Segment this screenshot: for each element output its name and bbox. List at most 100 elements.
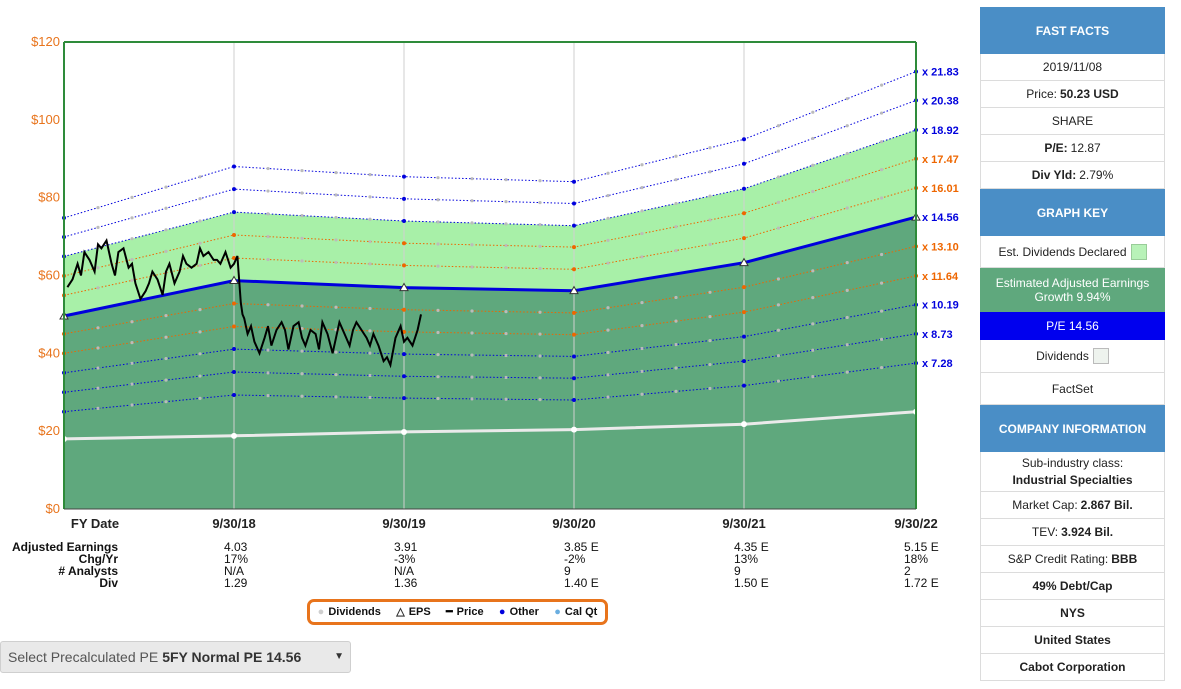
cal-point (334, 238, 338, 242)
cal-point (538, 200, 542, 205)
legend-item[interactable]: ● Cal Qt (554, 606, 597, 618)
cal-point (300, 214, 304, 218)
pe-point (232, 392, 236, 397)
cal-point (198, 219, 202, 223)
cal-point (334, 171, 338, 175)
legend-item[interactable]: ● Dividends (318, 606, 381, 618)
cal-point (538, 266, 542, 271)
cal-point (334, 350, 338, 354)
company-subindustry: Sub-industry class: Industrial Specialtie… (980, 452, 1165, 492)
chart-legend: ● Dividends △ EPS ━ Price ● Other ● Cal Qt (307, 599, 608, 625)
cal-point (300, 304, 304, 308)
x-tick-label: 9/30/20 (552, 516, 595, 531)
sidebar: FAST FACTS 2019/11/08 Price: 50.23 USD SH… (980, 7, 1165, 681)
cal-point (504, 353, 508, 358)
legend-symbol-icon: ━ (446, 605, 453, 618)
cal-point (436, 198, 440, 202)
table-cell: N/A (224, 564, 245, 578)
cal-point (811, 322, 815, 326)
cal-point (198, 241, 202, 245)
cal-point (368, 173, 372, 177)
legend-label: Cal Qt (564, 606, 598, 618)
cal-point (538, 398, 542, 402)
pe-multiple-label: x 18.92 (922, 125, 959, 137)
key-factset: FactSet (980, 373, 1165, 405)
pe-select-dropdown[interactable]: Select Precalculated PE 5FY Normal PE 14… (0, 641, 351, 673)
est-dividends-swatch (1130, 243, 1147, 260)
cal-point (845, 315, 849, 320)
cal-point (880, 309, 884, 313)
pe-point (402, 219, 406, 224)
pe-point (742, 310, 746, 315)
cal-point (640, 255, 644, 259)
cal-point (708, 362, 712, 367)
table-cell: 9 (564, 564, 571, 578)
cal-point (300, 168, 304, 173)
cal-point (198, 374, 202, 378)
cal-point (674, 342, 678, 347)
cal-point (708, 194, 712, 198)
y-tick-label: $100 (31, 112, 60, 127)
cal-point (776, 354, 781, 358)
cal-point (880, 337, 884, 341)
cal-point (300, 372, 304, 376)
pe-point (402, 196, 406, 201)
pe-point (232, 301, 236, 306)
legend-item[interactable]: ● Other (499, 606, 539, 618)
fast-facts-share: SHARE (980, 108, 1165, 135)
table-cell: 4.35 E (734, 540, 769, 554)
pe-point (402, 307, 406, 312)
company-credit-rating: S&P Credit Rating: BBB (980, 546, 1165, 573)
table-label-analysts: # Analysts (58, 564, 118, 578)
cal-point (606, 350, 610, 355)
dividend-point (571, 426, 577, 433)
cal-point (470, 331, 474, 335)
cal-point (436, 242, 440, 246)
cal-point (198, 396, 202, 400)
cal-point (606, 171, 610, 175)
table-cell: 17% (224, 552, 249, 566)
dividend-point (741, 421, 747, 428)
cal-point (674, 248, 678, 253)
cal-point (708, 386, 712, 391)
price-line (66, 237, 422, 369)
company-exchange: NYS (980, 600, 1165, 627)
company-market-cap: Market Cap: 2.867 Bil. (980, 492, 1165, 519)
cal-point (130, 340, 134, 345)
cal-point (368, 239, 372, 244)
cal-point (198, 307, 202, 312)
cal-point (640, 209, 644, 213)
y-tick-label: $120 (31, 34, 60, 49)
legend-item[interactable]: ━ Price (446, 606, 484, 618)
pe-line-2 (63, 129, 917, 257)
pe-point (742, 211, 746, 216)
cal-point (606, 261, 610, 265)
cal-point (470, 353, 474, 357)
cal-point (470, 199, 474, 203)
legend-item[interactable]: △ EPS (396, 606, 430, 618)
cal-point (130, 278, 134, 283)
cal-point (504, 243, 508, 248)
cal-point (300, 349, 304, 353)
cal-point (504, 200, 508, 204)
cal-point (368, 262, 372, 266)
cal-point (164, 228, 168, 232)
cal-point (640, 186, 644, 190)
cal-point (708, 170, 712, 174)
key-dividends: Dividends (980, 340, 1165, 373)
cal-point (606, 238, 610, 242)
cal-point (674, 201, 678, 206)
cal-point (880, 196, 884, 200)
cal-point (436, 352, 440, 357)
fast-graph-chart: $0 $20 $40 $60 $80 $100 $120 x 21.83 x 20.38 x 18… (31, 34, 959, 531)
dividend-point (231, 432, 237, 439)
pe-point (402, 174, 406, 179)
cal-point (130, 257, 134, 262)
cal-point (811, 348, 815, 352)
cal-point (300, 236, 304, 240)
cal-point (606, 373, 610, 377)
table-cell: -2% (564, 552, 586, 566)
legend-label: Price (456, 606, 484, 618)
pe-point (232, 324, 236, 329)
pe-point (742, 186, 746, 191)
